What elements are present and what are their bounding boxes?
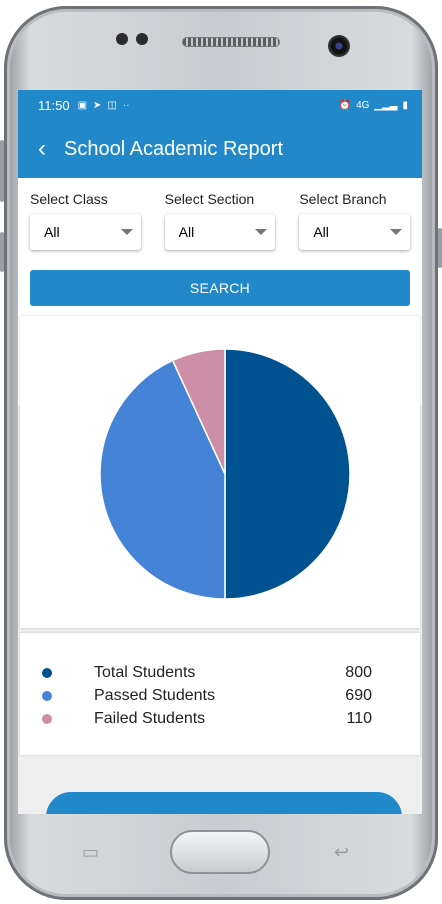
search-button[interactable]: SEARCH [30, 270, 410, 306]
back-nav-icon[interactable]: ↩ [334, 842, 350, 862]
page-title: School Academic Report [64, 137, 284, 160]
recent-apps-icon[interactable]: ▭ [82, 842, 100, 862]
legend-item-total: Total Students 800 [20, 661, 420, 684]
section-filter-label: Select Section [164, 191, 255, 207]
app-screen: 11:50 ▣ ➤ ◫ ·· ⏰ 4G ▁▂▃ ▮ ‹ School Acade… [18, 90, 422, 814]
alarm-icon: ⏰ [338, 99, 352, 111]
branch-filter-label: Select Branch [299, 191, 387, 207]
legend-card: Total Students 800 Passed Students 690 F… [20, 633, 420, 755]
legend-label: Passed Students [94, 686, 215, 704]
section-select-value: All [178, 224, 195, 240]
legend-label: Failed Students [94, 709, 206, 727]
more-icon: ·· [122, 99, 130, 111]
media-icon: ◫ [107, 99, 117, 111]
pie-slice-total-students[interactable] [224, 348, 351, 600]
sensor-dot [116, 33, 128, 45]
front-camera [328, 35, 350, 57]
status-icons: ⏰ 4G ▁▂▃ ▮ [339, 100, 408, 111]
sensor-dot [136, 33, 148, 45]
status-bar: 11:50 ▣ ➤ ◫ ·· ⏰ 4G ▁▂▃ ▮ [18, 90, 422, 120]
class-select-value: All [44, 224, 60, 240]
battery-icon: ▮ [402, 99, 408, 111]
branch-filter: Select Branch All [299, 188, 411, 250]
image-icon: ▣ [77, 99, 88, 111]
side-button [438, 228, 442, 268]
home-button[interactable] [170, 830, 270, 874]
legend-value: 690 [345, 686, 372, 704]
class-filter: Select Class All [30, 188, 141, 250]
app-bar: ‹ School Academic Report [18, 120, 422, 178]
send-icon: ➤ [93, 99, 102, 111]
class-select[interactable]: All [30, 214, 141, 250]
branch-select[interactable]: All [299, 214, 411, 250]
dropdown-arrow-icon [120, 229, 133, 235]
legend-label: Total Students [94, 663, 196, 681]
back-arrow-icon[interactable]: ‹ [38, 135, 46, 162]
class-filter-label: Select Class [30, 191, 108, 207]
pie-slice-passed-students[interactable] [99, 359, 226, 600]
status-time: 11:50 [38, 97, 70, 113]
pie-chart-card [20, 316, 420, 628]
branch-select-value: All [313, 224, 329, 240]
legend-item-passed: Passed Students 690 [20, 684, 420, 707]
pie-slice-failed-students[interactable] [171, 348, 226, 475]
signal-icon: ▁▂▃ [374, 99, 398, 111]
legend-dot [42, 667, 52, 678]
pie-chart [99, 348, 351, 600]
side-button [0, 140, 4, 202]
legend-dot [42, 690, 52, 701]
dropdown-arrow-icon [390, 229, 403, 235]
section-filter: Select Section All [164, 188, 276, 250]
legend-value: 800 [345, 663, 372, 681]
notification-icons: ▣ ➤ ◫ ·· [78, 100, 130, 111]
bottom-action-button[interactable] [46, 792, 402, 814]
side-button [0, 232, 4, 272]
earpiece-speaker [182, 37, 280, 47]
section-select[interactable]: All [164, 214, 276, 250]
legend-dot [42, 713, 52, 724]
legend-value: 110 [346, 709, 372, 727]
dropdown-arrow-icon [255, 229, 268, 235]
legend-item-failed: Failed Students 110 [20, 707, 420, 730]
network-type: 4G [356, 99, 370, 111]
